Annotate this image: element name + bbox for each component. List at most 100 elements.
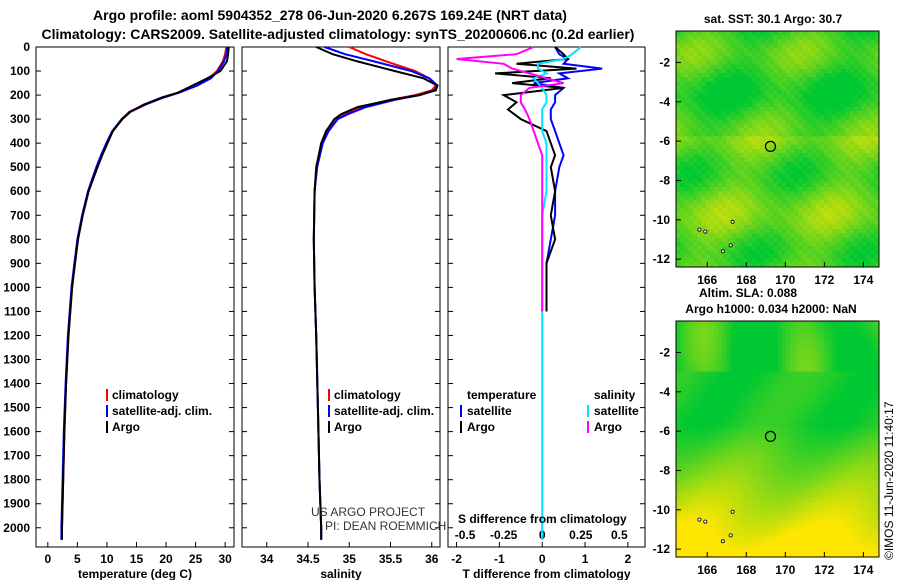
map-cell — [836, 106, 842, 112]
map-cell — [845, 430, 850, 436]
map-cell — [773, 426, 778, 431]
map-cell — [862, 333, 867, 339]
series-line-climatology — [61, 46, 228, 540]
map-cell — [857, 401, 863, 406]
map-cell — [739, 401, 745, 406]
map-cell — [680, 262, 685, 268]
map-cell — [849, 392, 855, 398]
map-cell — [815, 178, 821, 184]
map-cell — [857, 476, 863, 482]
map-cell — [849, 199, 855, 205]
map-cell — [735, 426, 740, 431]
map-cell — [845, 422, 850, 427]
depth-tick-label: 1900 — [3, 497, 30, 511]
map-cell — [684, 413, 690, 419]
map-cell — [832, 468, 838, 474]
map-cell — [760, 417, 766, 423]
map-cell — [735, 115, 740, 120]
map-cell — [849, 102, 855, 108]
map-cell — [849, 212, 855, 217]
map-cell — [769, 140, 774, 146]
map-cell — [815, 472, 821, 478]
map-cell — [709, 367, 715, 372]
map-cell — [802, 123, 808, 129]
map-cell — [676, 489, 681, 495]
map-cell — [874, 216, 880, 222]
map-cell — [849, 186, 855, 192]
map-cell — [828, 233, 833, 238]
map-y-tick-label: -4 — [659, 95, 670, 109]
map-cell — [828, 430, 833, 436]
map-cell — [836, 422, 842, 427]
map-cell — [676, 464, 681, 469]
map-cell — [811, 375, 816, 381]
map-cell — [764, 149, 770, 154]
map-cell — [752, 409, 757, 415]
map-cell — [705, 60, 711, 66]
map-cell — [718, 451, 723, 457]
map-cell — [722, 208, 728, 213]
map-cell — [688, 90, 694, 95]
map-cell — [756, 216, 761, 222]
map-cell — [760, 460, 766, 465]
map-cell — [866, 375, 871, 381]
map-cell — [760, 111, 766, 116]
map-cell — [819, 77, 825, 82]
map-cell — [845, 401, 850, 406]
map-cell — [866, 409, 871, 415]
map-cell — [709, 132, 715, 137]
map-cell — [870, 119, 876, 125]
map-cell — [730, 106, 736, 112]
map-cell — [773, 350, 778, 356]
map-cell — [735, 132, 740, 137]
map-cell — [790, 417, 795, 423]
map-cell — [819, 212, 825, 217]
map-cell — [802, 426, 808, 431]
map-cell — [836, 342, 842, 347]
map-cell — [794, 161, 800, 167]
annotation-pi: PI: DEAN ROEMMICH — [325, 519, 446, 533]
map-cell — [743, 119, 749, 125]
map-cell — [769, 186, 774, 192]
map-cell — [785, 182, 791, 188]
map-cell — [781, 333, 787, 339]
map-cell — [705, 136, 711, 141]
map-cell — [692, 220, 698, 226]
map-cell — [705, 371, 711, 377]
map-cell — [862, 106, 867, 112]
map-cell — [769, 451, 774, 457]
map-cell — [764, 489, 770, 495]
map-cell — [815, 337, 821, 343]
map-cell — [764, 186, 770, 192]
map-cell — [857, 451, 863, 457]
map-cell — [874, 254, 880, 259]
map-cell — [752, 31, 757, 36]
map-cell — [857, 136, 863, 141]
map-cell — [815, 233, 821, 238]
map-cell — [752, 358, 757, 364]
map-cell — [828, 493, 833, 499]
map-cell — [840, 426, 846, 431]
map-cell — [819, 350, 825, 356]
map-cell — [722, 153, 728, 158]
map-cell — [819, 485, 825, 490]
map-cell — [798, 489, 804, 495]
map-cell — [870, 430, 876, 436]
map-cell — [773, 468, 778, 474]
map-cell — [815, 170, 821, 175]
map-cell — [849, 136, 855, 141]
map-cell — [730, 481, 736, 486]
series-line-t-satellite — [533, 46, 603, 312]
map-cell — [743, 111, 749, 116]
map-cell — [849, 60, 855, 66]
map-cell — [718, 178, 723, 184]
map-cell — [709, 136, 715, 141]
map-x-tick-label: 174 — [853, 273, 873, 287]
map-cell — [857, 123, 863, 129]
map-cell — [853, 434, 859, 440]
map-cell — [866, 342, 871, 347]
map-cell — [709, 485, 715, 490]
map-cell — [781, 132, 787, 137]
map-cell — [722, 73, 728, 78]
map-cell — [735, 73, 740, 78]
